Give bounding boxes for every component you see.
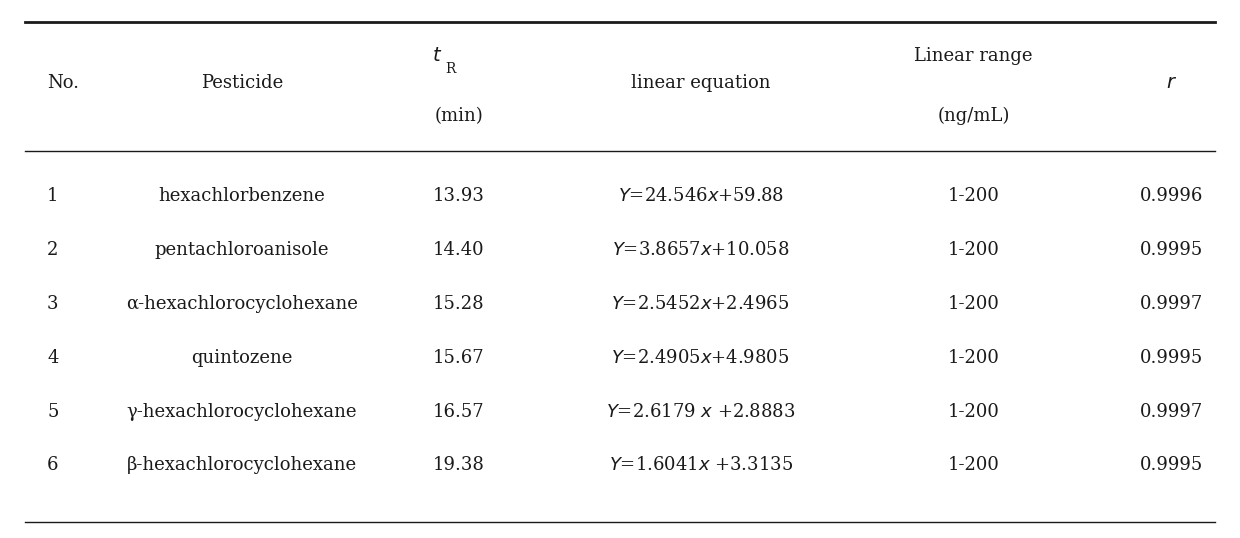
Text: $\mathit{r}$: $\mathit{r}$ bbox=[1167, 74, 1177, 93]
Text: $\mathit{Y}$=24.546$\mathit{x}$+59.88: $\mathit{Y}$=24.546$\mathit{x}$+59.88 bbox=[618, 187, 784, 206]
Text: $\mathit{Y}$=2.5452$\mathit{x}$+2.4965: $\mathit{Y}$=2.5452$\mathit{x}$+2.4965 bbox=[611, 295, 790, 313]
Text: quintozene: quintozene bbox=[191, 349, 293, 367]
Text: 1-200: 1-200 bbox=[947, 349, 999, 367]
Text: Linear range: Linear range bbox=[914, 47, 1033, 66]
Text: $\mathit{Y}$=2.6179 $\mathit{x}$ +2.8883: $\mathit{Y}$=2.6179 $\mathit{x}$ +2.8883 bbox=[606, 402, 795, 421]
Text: hexachlorbenzene: hexachlorbenzene bbox=[159, 187, 325, 206]
Text: 1-200: 1-200 bbox=[947, 187, 999, 206]
Text: β-hexachlorocyclohexane: β-hexachlorocyclohexane bbox=[126, 456, 357, 475]
Text: 4: 4 bbox=[47, 349, 58, 367]
Text: R: R bbox=[445, 62, 455, 76]
Text: pentachloroanisole: pentachloroanisole bbox=[155, 241, 329, 259]
Text: 1-200: 1-200 bbox=[947, 295, 999, 313]
Text: $\mathit{Y}$=2.4905$\mathit{x}$+4.9805: $\mathit{Y}$=2.4905$\mathit{x}$+4.9805 bbox=[611, 349, 790, 367]
Text: 0.9995: 0.9995 bbox=[1140, 456, 1204, 475]
Text: 0.9997: 0.9997 bbox=[1140, 295, 1204, 313]
Text: 1-200: 1-200 bbox=[947, 241, 999, 259]
Text: 1-200: 1-200 bbox=[947, 456, 999, 475]
Text: 0.9996: 0.9996 bbox=[1140, 187, 1204, 206]
Text: (ng/mL): (ng/mL) bbox=[937, 107, 1009, 125]
Text: 16.57: 16.57 bbox=[433, 402, 485, 421]
Text: $\mathit{t}$: $\mathit{t}$ bbox=[433, 47, 443, 66]
Text: Pesticide: Pesticide bbox=[201, 74, 283, 93]
Text: 19.38: 19.38 bbox=[433, 456, 485, 475]
Text: 3: 3 bbox=[47, 295, 58, 313]
Text: γ-hexachlorocyclohexane: γ-hexachlorocyclohexane bbox=[126, 402, 357, 421]
Text: 0.9997: 0.9997 bbox=[1140, 402, 1204, 421]
Text: 6: 6 bbox=[47, 456, 58, 475]
Text: 5: 5 bbox=[47, 402, 58, 421]
Text: 14.40: 14.40 bbox=[433, 241, 485, 259]
Text: 1-200: 1-200 bbox=[947, 402, 999, 421]
Text: $\mathit{Y}$=3.8657$\mathit{x}$+10.058: $\mathit{Y}$=3.8657$\mathit{x}$+10.058 bbox=[611, 241, 790, 259]
Text: 15.28: 15.28 bbox=[433, 295, 485, 313]
Text: 1: 1 bbox=[47, 187, 58, 206]
Text: 2: 2 bbox=[47, 241, 58, 259]
Text: $\mathit{Y}$=1.6041$\mathit{x}$ +3.3135: $\mathit{Y}$=1.6041$\mathit{x}$ +3.3135 bbox=[609, 456, 792, 475]
Text: 0.9995: 0.9995 bbox=[1140, 241, 1204, 259]
Text: No.: No. bbox=[47, 74, 79, 93]
Text: (min): (min) bbox=[434, 107, 484, 125]
Text: linear equation: linear equation bbox=[631, 74, 770, 93]
Text: 0.9995: 0.9995 bbox=[1140, 349, 1204, 367]
Text: α-hexachlorocyclohexane: α-hexachlorocyclohexane bbox=[126, 295, 357, 313]
Text: 15.67: 15.67 bbox=[433, 349, 485, 367]
Text: 13.93: 13.93 bbox=[433, 187, 485, 206]
